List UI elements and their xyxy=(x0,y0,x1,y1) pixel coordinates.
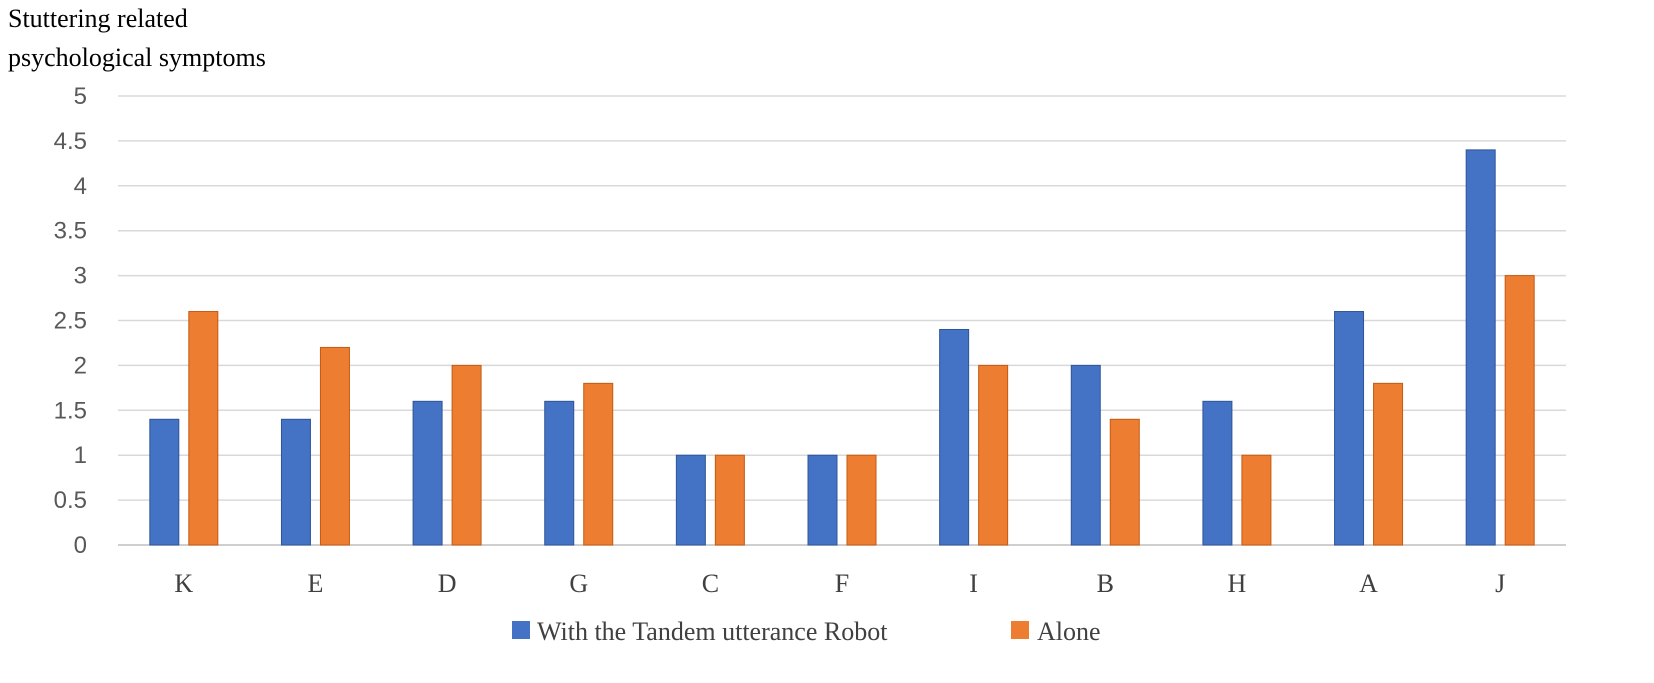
bar-robot-B xyxy=(1070,364,1101,546)
bar-alone-A xyxy=(1373,382,1404,546)
bar-alone-D xyxy=(451,364,482,546)
y-axis-title-line-1: Stuttering related xyxy=(8,4,188,33)
bar-robot-E xyxy=(280,418,311,546)
x-tick-label: A xyxy=(1359,569,1378,598)
legend-label-alone: Alone xyxy=(1037,617,1101,646)
x-tick-label: K xyxy=(174,569,193,598)
bar-robot-G xyxy=(544,400,575,546)
x-tick-label: G xyxy=(569,569,588,598)
x-tick-label: H xyxy=(1228,569,1247,598)
y-tick-label: 4 xyxy=(74,173,87,200)
bar-alone-G xyxy=(583,382,614,546)
bar-alone-E xyxy=(319,346,350,546)
bar-alone-C xyxy=(714,454,745,546)
y-tick-label: 5 xyxy=(74,83,87,110)
bar-robot-C xyxy=(675,454,706,546)
bar-alone-H xyxy=(1241,454,1272,546)
bars xyxy=(149,149,1535,546)
bar-alone-J xyxy=(1504,275,1535,546)
y-tick-labels: 0 0.5 1 1.5 2 2.5 3 3.5 4 4.5 5 xyxy=(54,83,87,559)
legend-swatch-robot xyxy=(512,621,530,639)
bar-robot-F xyxy=(807,454,838,546)
y-axis-title-line-2: psychological symptoms xyxy=(8,43,266,72)
y-tick-label: 0.5 xyxy=(54,487,87,514)
bar-robot-J xyxy=(1465,149,1496,546)
legend-swatch-alone xyxy=(1011,621,1029,639)
bar-robot-I xyxy=(939,328,970,546)
bar-alone-K xyxy=(188,311,219,546)
bar-robot-D xyxy=(412,400,443,546)
x-tick-label: D xyxy=(438,569,457,598)
x-tick-label: B xyxy=(1097,569,1114,598)
bar-robot-K xyxy=(149,418,180,546)
y-tick-label: 2.5 xyxy=(54,308,87,335)
x-tick-label: F xyxy=(835,569,849,598)
legend: With the Tandem utterance Robot Alone xyxy=(512,617,1101,646)
bar-alone-F xyxy=(846,454,877,546)
bar-alone-I xyxy=(978,364,1009,546)
bar-alone-B xyxy=(1109,418,1140,546)
legend-label-robot: With the Tandem utterance Robot xyxy=(537,617,888,646)
x-tick-label: C xyxy=(702,569,719,598)
y-tick-label: 0 xyxy=(74,532,87,559)
bar-robot-H xyxy=(1202,400,1233,546)
y-tick-label: 1 xyxy=(74,442,87,469)
y-tick-label: 2 xyxy=(74,352,87,379)
x-tick-label: E xyxy=(308,569,324,598)
x-tick-label: I xyxy=(969,569,978,598)
y-tick-label: 1.5 xyxy=(54,397,87,424)
x-tick-label: J xyxy=(1495,569,1505,598)
gridlines xyxy=(118,95,1566,546)
y-tick-label: 4.5 xyxy=(54,128,87,155)
bar-robot-A xyxy=(1334,311,1365,546)
y-tick-label: 3 xyxy=(74,263,87,290)
y-tick-label: 3.5 xyxy=(54,218,87,245)
